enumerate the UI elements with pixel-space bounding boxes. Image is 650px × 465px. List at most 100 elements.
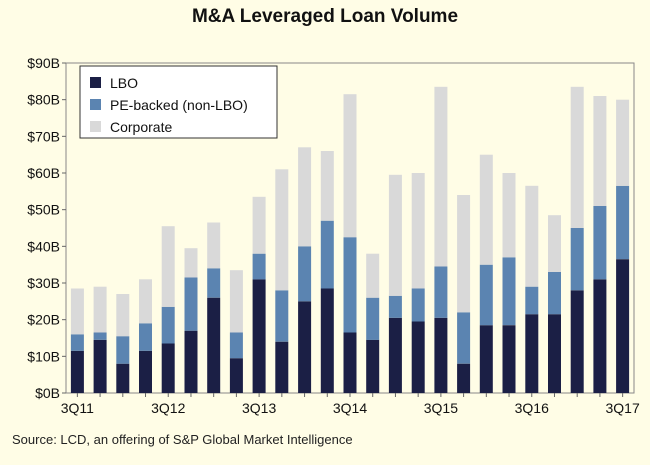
bar-segment-corporate [593, 96, 607, 206]
bar-segment-pe-backed-non-lbo [229, 332, 243, 359]
bar-segment-pe-backed-non-lbo [388, 295, 402, 318]
bar-segment-pe-backed-non-lbo [184, 277, 198, 331]
x-tick-label: 3Q16 [515, 400, 549, 416]
bar-segment-corporate [70, 288, 84, 335]
x-tick-label: 3Q14 [333, 400, 367, 416]
y-tick-label: $10B [27, 348, 60, 364]
bar-segment-pe-backed-non-lbo [275, 290, 289, 342]
bar-segment-corporate [207, 222, 221, 269]
y-tick-label: $20B [27, 312, 60, 328]
bar-segment-lbo [411, 321, 425, 393]
bar-segment-corporate [388, 174, 402, 296]
bar-segment-lbo [139, 350, 152, 393]
bar-segment-corporate [229, 270, 243, 333]
y-tick-label: $30B [27, 275, 60, 291]
legend-label: LBO [110, 75, 138, 91]
bar-segment-corporate [457, 195, 471, 313]
bar-segment-lbo [184, 330, 198, 393]
bar-segment-lbo [207, 297, 221, 393]
bar-segment-pe-backed-non-lbo [161, 306, 175, 344]
x-tick-label: 3Q12 [151, 400, 185, 416]
bar-segment-corporate [411, 173, 425, 289]
bar-segment-corporate [570, 86, 584, 228]
legend: LBO PE-backed (non-LBO) Corporate [79, 65, 278, 139]
bar-segment-lbo [366, 339, 380, 393]
y-tick-label: $60B [27, 165, 60, 181]
bar-segment-corporate [275, 169, 289, 291]
legend-label: PE-backed (non-LBO) [110, 97, 248, 113]
bar-segment-pe-backed-non-lbo [320, 220, 334, 289]
bar-segment-lbo [616, 259, 630, 393]
bar-segment-pe-backed-non-lbo [593, 206, 607, 280]
bar-segment-lbo [70, 350, 84, 393]
bar-segment-corporate [139, 279, 152, 324]
y-tick-label: $80B [27, 92, 60, 108]
bar-segment-lbo [229, 358, 243, 393]
bar-segment-lbo [343, 332, 357, 393]
bar-segment-lbo [570, 290, 584, 393]
bar-segment-pe-backed-non-lbo [343, 237, 357, 333]
source-note: Source: LCD, an offering of S&P Global M… [12, 432, 353, 447]
legend-swatch [90, 77, 101, 88]
legend-label: Corporate [110, 119, 172, 135]
bar-segment-pe-backed-non-lbo [548, 272, 561, 315]
bar-segment-pe-backed-non-lbo [252, 253, 266, 280]
bar-segment-pe-backed-non-lbo [93, 332, 107, 340]
bar-segment-lbo [161, 343, 175, 393]
x-tick-label: 3Q17 [606, 400, 640, 416]
chart-title: M&A Leveraged Loan Volume [191, 6, 459, 27]
legend-box [79, 65, 278, 139]
bar-segment-pe-backed-non-lbo [570, 228, 584, 291]
bar-segment-lbo [548, 314, 561, 393]
bar-segment-corporate [93, 286, 107, 333]
y-tick-label: $70B [27, 128, 60, 144]
x-tick-label: 3Q11 [61, 400, 94, 416]
legend-swatch [90, 99, 101, 110]
bar-segment-lbo [93, 339, 107, 393]
bar-segment-lbo [320, 288, 334, 393]
bar-segment-corporate [320, 151, 334, 221]
bar-segment-corporate [479, 154, 493, 265]
plot-area: $0B $10B $20B $30B $40B $50B $60B $70B $80B $90B 3… [27, 55, 640, 416]
bar-segment-lbo [298, 301, 312, 393]
bar-segment-lbo [388, 317, 402, 393]
bar-segment-pe-backed-non-lbo [434, 266, 448, 318]
y-tick-label: $50B [27, 202, 60, 218]
bar-segment-pe-backed-non-lbo [502, 257, 516, 326]
bar-segment-corporate [116, 294, 130, 337]
bar-segment-lbo [479, 325, 493, 393]
bar-segment-lbo [434, 317, 448, 393]
bar-segment-corporate [343, 94, 357, 238]
bar-segment-corporate [548, 215, 561, 272]
bar-segment-corporate [161, 226, 175, 307]
x-tick-label: 3Q13 [242, 400, 276, 416]
bar-segment-corporate [252, 196, 266, 254]
bar-segment-pe-backed-non-lbo [457, 312, 471, 364]
legend-swatch [90, 121, 101, 132]
bar-segment-pe-backed-non-lbo [411, 288, 425, 322]
y-tick-label: $90B [27, 55, 60, 71]
bar-segment-pe-backed-non-lbo [70, 334, 84, 351]
bar-segment-lbo [116, 363, 130, 393]
bar-segment-corporate [434, 86, 448, 267]
bar-segment-lbo [525, 314, 539, 393]
bar-segment-pe-backed-non-lbo [207, 268, 221, 298]
bar-segment-corporate [298, 147, 312, 247]
bar-segment-corporate [525, 185, 539, 287]
bar-segment-pe-backed-non-lbo [366, 297, 380, 340]
bar-segment-lbo [457, 363, 471, 393]
bar-segment-pe-backed-non-lbo [139, 323, 152, 351]
bar-segment-pe-backed-non-lbo [616, 185, 630, 260]
y-tick-label: $0B [35, 385, 60, 401]
x-tick-label: 3Q15 [424, 400, 458, 416]
bar-segment-corporate [184, 248, 198, 278]
bar-segment-lbo [252, 279, 266, 393]
bar-segment-lbo [593, 279, 607, 393]
bar-segment-corporate [502, 173, 516, 258]
bar-segment-lbo [275, 341, 289, 393]
bar-segment-pe-backed-non-lbo [525, 286, 539, 315]
bar-segment-pe-backed-non-lbo [116, 336, 130, 364]
bar-segment-lbo [502, 325, 516, 393]
bar-segment-pe-backed-non-lbo [479, 264, 493, 326]
